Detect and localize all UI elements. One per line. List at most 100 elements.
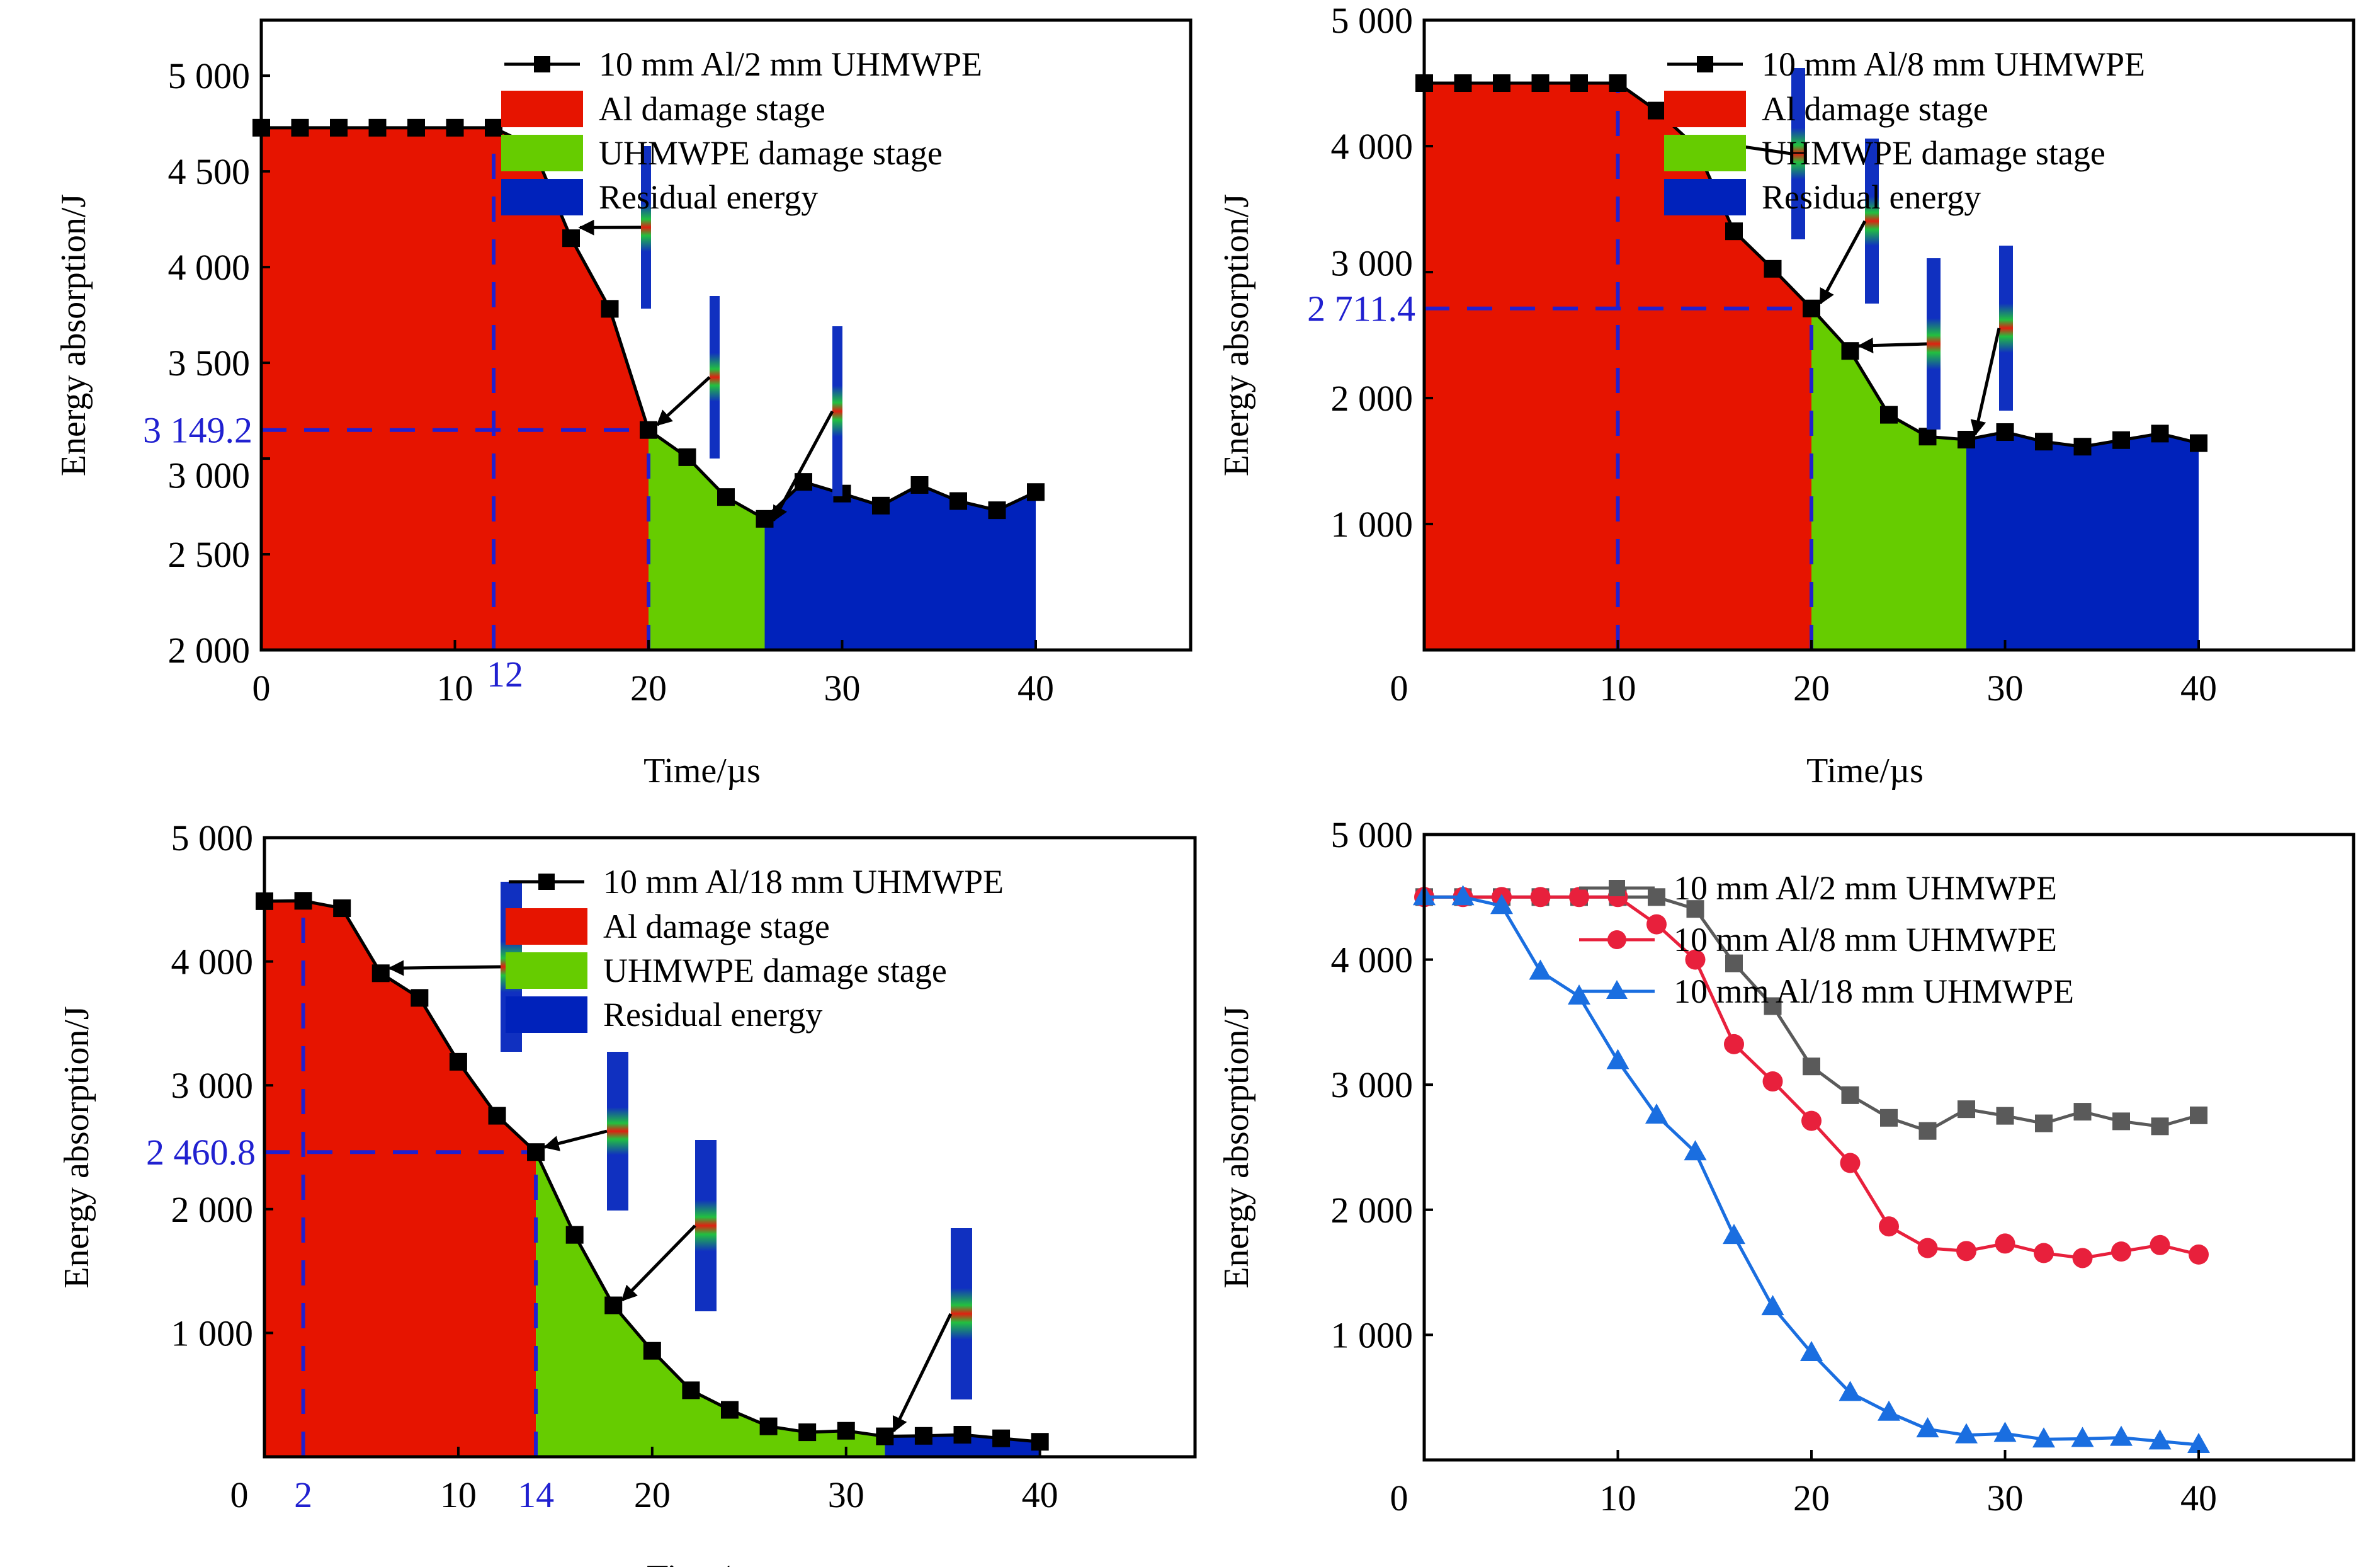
chart-panel-1: 3 149.2 12 0 10 20 30 40 2 000 2 500 3 000 3 500 4 … xyxy=(54,18,1193,790)
data-point xyxy=(1880,1108,1898,1127)
data-point xyxy=(488,1107,506,1125)
data-point xyxy=(1451,885,1475,906)
x-tick-label: 20 xyxy=(630,668,667,709)
legend-label: Residual energy xyxy=(1762,178,1981,216)
y-tick-label: 4 000 xyxy=(1331,940,1414,981)
simulation-inset-image xyxy=(695,1140,717,1311)
data-point xyxy=(1454,74,1472,92)
y-tick-label: 5 000 xyxy=(1331,0,1414,41)
data-point xyxy=(2073,438,2092,456)
data-point xyxy=(449,1052,467,1071)
data-point xyxy=(1490,894,1513,915)
y-tick-label: 1 000 xyxy=(1331,1314,1414,1355)
data-point xyxy=(1840,1153,1861,1173)
data-point xyxy=(2035,433,2053,451)
data-point xyxy=(330,118,348,137)
legend-marker xyxy=(1607,930,1626,949)
data-point xyxy=(1724,1034,1744,1054)
legend-label: Residual energy xyxy=(599,178,818,216)
simulation-inset-image xyxy=(1791,68,1805,239)
data-point xyxy=(2148,1429,2172,1450)
x-tick-label: 0 xyxy=(252,668,271,709)
data-point xyxy=(992,1429,1011,1447)
x-tick-label: 0 xyxy=(1390,1478,1408,1519)
data-point xyxy=(1841,342,1859,360)
data-point xyxy=(682,1381,700,1399)
x-axis-title: Time/µs xyxy=(643,751,761,790)
legend: 10 mm Al/18 mm UHMWPE Al damage stage UHMW… xyxy=(506,863,1004,1034)
annotation-x-label: 12 xyxy=(487,654,523,695)
y-tick-label: 3 000 xyxy=(1331,243,1414,284)
data-point xyxy=(837,1422,855,1440)
data-point xyxy=(1764,259,1782,278)
plot-frame xyxy=(1422,18,2355,652)
legend-marker xyxy=(1606,980,1628,999)
x-tick-label: 30 xyxy=(824,668,861,709)
data-point xyxy=(2112,431,2130,449)
data-point xyxy=(333,899,351,918)
data-point xyxy=(914,1427,932,1445)
simulation-inset-image xyxy=(832,326,842,496)
data-point xyxy=(2034,1243,2054,1263)
legend-label: UHMWPE damage stage xyxy=(1762,134,2105,172)
data-point xyxy=(640,421,657,439)
simulation-inset-image xyxy=(1999,246,2013,411)
y-tick-label: 1 000 xyxy=(171,1313,254,1353)
data-point xyxy=(1879,1216,1899,1237)
data-point xyxy=(949,492,967,510)
data-point xyxy=(1878,1400,1900,1421)
stage-area-3 xyxy=(764,482,1036,650)
stage-area-1 xyxy=(264,901,536,1457)
legend-label: Al damage stage xyxy=(1762,90,1988,128)
data-point xyxy=(1606,1049,1629,1069)
x-tick-label: 20 xyxy=(1793,1478,1830,1519)
data-point xyxy=(1493,74,1510,92)
y-axis-title: Energy absorption/J xyxy=(1217,194,1256,476)
legend-swatch xyxy=(506,908,587,945)
annotation-y-label: 3 149.2 xyxy=(143,410,252,451)
data-point xyxy=(1993,1422,2017,1442)
plot-frame xyxy=(259,18,1193,652)
data-point xyxy=(1609,74,1627,92)
data-point xyxy=(1996,423,2014,441)
legend-marker xyxy=(1697,56,1713,72)
data-point xyxy=(1648,101,1665,120)
simulation-inset-image xyxy=(607,1052,628,1211)
data-point xyxy=(1958,431,1975,448)
legend-label: Al damage stage xyxy=(599,90,825,128)
y-tick-label: 3 500 xyxy=(168,343,251,384)
legend-swatch xyxy=(506,996,587,1033)
data-point xyxy=(565,1226,584,1244)
y-tick-label: 1 000 xyxy=(1331,504,1414,545)
data-point xyxy=(1529,959,1552,980)
data-point xyxy=(2112,1112,2130,1131)
data-point xyxy=(1686,900,1704,918)
callout-arrow xyxy=(1818,220,1867,305)
y-tick-label: 2 500 xyxy=(168,534,251,575)
plot-frame xyxy=(263,836,1197,1459)
y-tick-label: 5 000 xyxy=(171,818,254,858)
data-point xyxy=(1958,1100,1975,1119)
y-tick-label: 4 000 xyxy=(168,247,251,288)
x-tick-label: 40 xyxy=(1022,1474,1058,1515)
data-point xyxy=(527,1143,545,1161)
data-point xyxy=(2035,1114,2053,1132)
x-axis-title: Time/µs xyxy=(1806,1561,1924,1567)
simulation-inset-image xyxy=(641,146,651,309)
data-point xyxy=(291,118,309,137)
x-tick-label: 0 xyxy=(230,1474,249,1515)
legend: 10 mm Al/2 mm UHMWPE 10 mm Al/8 mm UHMWPE… xyxy=(1579,869,2074,1010)
callout-arrow xyxy=(621,1224,696,1302)
x-tick-label: 20 xyxy=(634,1474,671,1515)
legend-label: Residual energy xyxy=(603,996,822,1034)
chart-panel-3: 2 460.8 2 14 0 10 20 30 40 1 000 2 000 3 000 4 000 5… xyxy=(57,818,1197,1567)
annotation-x-label: 2 xyxy=(294,1474,312,1515)
x-tick-label: 0 xyxy=(1390,668,1408,709)
data-point xyxy=(371,964,390,983)
data-point xyxy=(1880,406,1898,424)
x-axis-title: Time/µs xyxy=(1806,751,1924,790)
data-point xyxy=(988,501,1006,520)
y-tick-label: 4 500 xyxy=(168,151,251,192)
callout-arrow xyxy=(656,376,711,426)
